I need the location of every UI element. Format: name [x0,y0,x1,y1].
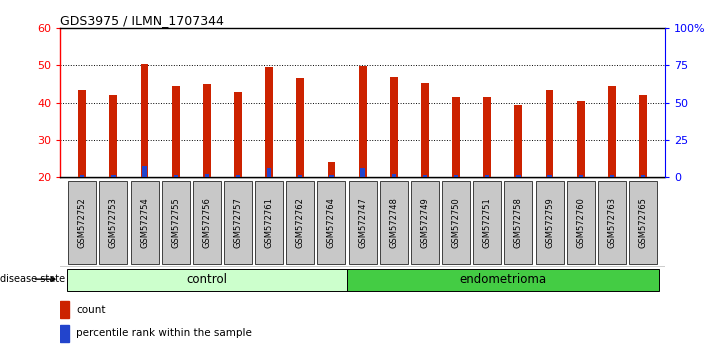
FancyBboxPatch shape [161,181,190,264]
FancyBboxPatch shape [474,181,501,264]
Bar [390,78,397,177]
Text: GSM572765: GSM572765 [638,197,648,247]
Text: GSM572755: GSM572755 [171,197,180,247]
Bar [485,175,489,177]
Bar [111,175,115,177]
Bar [421,83,429,177]
FancyBboxPatch shape [68,181,96,264]
Bar [203,84,210,177]
Text: endometrioma: endometrioma [459,273,546,286]
Text: GSM572750: GSM572750 [451,197,461,247]
Text: GSM572753: GSM572753 [109,197,118,247]
Text: GSM572758: GSM572758 [514,197,523,247]
Bar [516,175,520,177]
Bar [298,175,302,177]
Bar [173,175,178,177]
FancyBboxPatch shape [255,181,283,264]
Bar [60,325,70,342]
Bar [608,86,616,177]
Bar [234,92,242,177]
Bar [78,90,86,177]
Text: count: count [77,304,106,314]
Bar [205,174,209,177]
Text: GSM572754: GSM572754 [140,197,149,247]
Text: GSM572762: GSM572762 [296,197,305,247]
FancyBboxPatch shape [598,181,626,264]
Bar [547,175,552,177]
Text: GSM572764: GSM572764 [327,197,336,247]
Bar [545,90,553,177]
Text: disease state: disease state [0,274,65,284]
Text: GSM572756: GSM572756 [203,197,211,247]
FancyBboxPatch shape [535,181,564,264]
Text: percentile rank within the sample: percentile rank within the sample [77,328,252,338]
Bar [236,175,240,177]
Bar [610,175,614,177]
FancyBboxPatch shape [442,181,470,264]
FancyBboxPatch shape [317,181,346,264]
Bar [142,166,146,177]
Text: GSM572759: GSM572759 [545,197,554,247]
Bar [452,97,460,177]
FancyBboxPatch shape [504,181,533,264]
Bar [296,79,304,177]
Bar [577,101,584,177]
Bar [483,97,491,177]
Text: control: control [186,273,228,286]
Bar [454,175,458,177]
Bar [329,175,333,177]
Text: GSM572763: GSM572763 [607,196,616,248]
Bar [172,86,180,177]
Bar [360,168,365,177]
Bar [641,175,645,177]
FancyBboxPatch shape [67,268,347,291]
FancyBboxPatch shape [131,181,159,264]
Text: GSM572751: GSM572751 [483,197,492,247]
Bar [515,104,523,177]
Bar [265,67,273,177]
Bar [267,168,272,177]
FancyBboxPatch shape [347,268,658,291]
Bar [639,95,647,177]
FancyBboxPatch shape [287,181,314,264]
Text: GSM572747: GSM572747 [358,197,367,247]
FancyBboxPatch shape [629,181,657,264]
Bar [60,301,70,318]
Bar [328,162,336,177]
FancyBboxPatch shape [224,181,252,264]
Bar [109,95,117,177]
FancyBboxPatch shape [380,181,408,264]
FancyBboxPatch shape [567,181,594,264]
FancyBboxPatch shape [411,181,439,264]
Text: GSM572748: GSM572748 [389,197,398,247]
Text: GDS3975 / ILMN_1707344: GDS3975 / ILMN_1707344 [60,14,224,27]
Text: GSM572761: GSM572761 [264,197,274,247]
Bar [392,174,396,177]
FancyBboxPatch shape [100,181,127,264]
Text: GSM572760: GSM572760 [576,197,585,247]
Bar [359,66,366,177]
Bar [80,175,85,177]
Bar [423,175,427,177]
Text: GSM572757: GSM572757 [233,197,242,247]
Bar [141,64,149,177]
Text: GSM572749: GSM572749 [420,197,429,247]
FancyBboxPatch shape [193,181,221,264]
FancyBboxPatch shape [348,181,377,264]
Text: GSM572752: GSM572752 [77,197,87,247]
Bar [579,175,583,177]
